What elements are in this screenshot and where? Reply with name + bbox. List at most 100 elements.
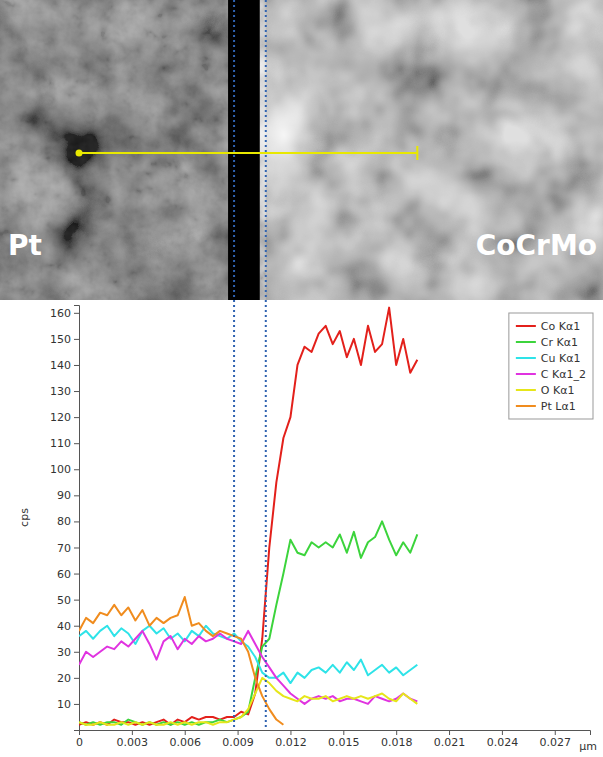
y-tick-mark — [74, 678, 79, 679]
y-tick: 10 — [57, 698, 79, 711]
y-axis: 10 20 30 40 50 60 70 80 90 100 110 120 130 140 150 160 — [50, 306, 80, 731]
x-tick: 0.012 — [275, 730, 307, 749]
pt-texture — [0, 0, 234, 300]
x-tick: 0.015 — [328, 730, 360, 749]
y-tick: 140 — [50, 359, 79, 372]
x-tick-mark — [132, 730, 133, 735]
y-tick-mark — [74, 704, 79, 705]
x-tick-mark — [396, 730, 397, 735]
legend: Co Kα1Cr Kα1Cu Kα1C Kα1_2O Kα1Pt Lα1 — [509, 313, 593, 419]
legend-swatch — [516, 389, 536, 391]
legend-label: Co Kα1 — [541, 320, 580, 333]
x-tick-mark — [502, 730, 503, 735]
x-axis: 0 0.003 0.006 0.009 0.012 0.015 0.018 0.021 0.02… — [76, 730, 591, 749]
x-tick: 0.024 — [487, 730, 519, 749]
y-tick-mark — [74, 469, 79, 470]
x-tick-mark — [290, 730, 291, 735]
legend-label: Pt Lα1 — [541, 400, 576, 413]
x-tick-label: 0.012 — [275, 736, 307, 749]
legend-swatch — [516, 405, 536, 407]
y-tick-mark — [74, 521, 79, 522]
y-tick-label: 20 — [57, 672, 71, 685]
x-axis-title: µm — [579, 740, 597, 753]
x-tick-mark — [555, 730, 556, 735]
y-tick-label: 120 — [50, 411, 71, 424]
y-tick: 90 — [57, 489, 79, 502]
y-tick: 30 — [57, 646, 79, 659]
series-line — [79, 308, 417, 725]
x-tick-mark — [238, 730, 239, 735]
y-tick-label: 80 — [57, 515, 71, 528]
x-tick: 0.027 — [540, 730, 572, 749]
region-label: CoCrMo — [476, 229, 597, 262]
y-tick-mark — [74, 626, 79, 627]
x-tick: 0.003 — [117, 730, 149, 749]
legend-item: Cu Kα1 — [516, 352, 581, 365]
x-tick: 0.009 — [222, 730, 254, 749]
x-tick-label: 0 — [76, 736, 83, 749]
y-tick-mark — [74, 365, 79, 366]
region-label: Pt — [8, 229, 42, 262]
legend-label: Cu Kα1 — [541, 352, 581, 365]
y-tick-mark — [74, 600, 79, 601]
y-tick-mark — [74, 443, 79, 444]
y-tick-mark — [74, 339, 79, 340]
legend-label: O Kα1 — [541, 384, 575, 397]
x-axis-line — [80, 731, 591, 736]
scan-end — [416, 146, 418, 160]
y-tick-mark — [74, 652, 79, 653]
micrograph — [0, 0, 603, 300]
interface-band — [228, 0, 260, 300]
y-tick-label: 100 — [50, 463, 71, 476]
scan-start — [76, 150, 83, 157]
plot-area — [79, 308, 417, 725]
y-tick-label: 130 — [50, 385, 71, 398]
legend-item: Pt Lα1 — [516, 400, 576, 413]
y-tick-label: 70 — [57, 542, 71, 555]
x-tick-label: 0.006 — [169, 736, 201, 749]
x-tick-label: 0.003 — [117, 736, 149, 749]
y-axis-title: cps — [18, 508, 31, 527]
legend-item: Co Kα1 — [516, 320, 580, 333]
x-tick-label: 0.009 — [222, 736, 254, 749]
x-tick: 0.006 — [169, 730, 201, 749]
y-tick-mark — [74, 574, 79, 575]
interface-line — [265, 0, 267, 730]
x-tick-label: 0.021 — [434, 736, 466, 749]
legend-swatch — [516, 357, 536, 359]
y-tick: 110 — [50, 437, 79, 450]
y-tick-label: 110 — [50, 437, 71, 450]
y-tick: 160 — [50, 307, 79, 320]
scan-line — [79, 152, 417, 154]
y-axis-line — [74, 306, 80, 731]
figure: PtCoCrMo00.0030.0060.0090.0120.0150.0180… — [0, 0, 603, 757]
y-tick-label: 60 — [57, 568, 71, 581]
legend-box — [509, 313, 593, 419]
y-tick: 70 — [57, 542, 79, 555]
y-tick-label: 40 — [57, 620, 71, 633]
y-tick-mark — [74, 495, 79, 496]
y-tick-label: 150 — [50, 333, 71, 346]
chart-background — [0, 300, 603, 757]
x-tick-mark — [343, 730, 344, 735]
series-line — [79, 597, 283, 725]
y-tick: 60 — [57, 568, 79, 581]
y-tick-label: 50 — [57, 594, 71, 607]
x-tick: 0 — [76, 730, 83, 749]
y-tick-mark — [74, 391, 79, 392]
y-tick-mark — [74, 547, 79, 548]
y-tick-label: 140 — [50, 359, 71, 372]
y-tick: 120 — [50, 411, 79, 424]
x-tick-label: 0.018 — [381, 736, 413, 749]
x-tick-label: 0.024 — [487, 736, 519, 749]
y-tick: 80 — [57, 515, 79, 528]
x-tick-label: 0.027 — [540, 736, 572, 749]
x-tick-mark — [449, 730, 450, 735]
pt-region — [0, 0, 234, 300]
y-tick: 20 — [57, 672, 79, 685]
series-line — [79, 678, 417, 725]
legend-item: Cr Kα1 — [516, 336, 578, 349]
y-tick: 150 — [50, 333, 79, 346]
y-tick: 40 — [57, 620, 79, 633]
series-line — [79, 521, 417, 724]
